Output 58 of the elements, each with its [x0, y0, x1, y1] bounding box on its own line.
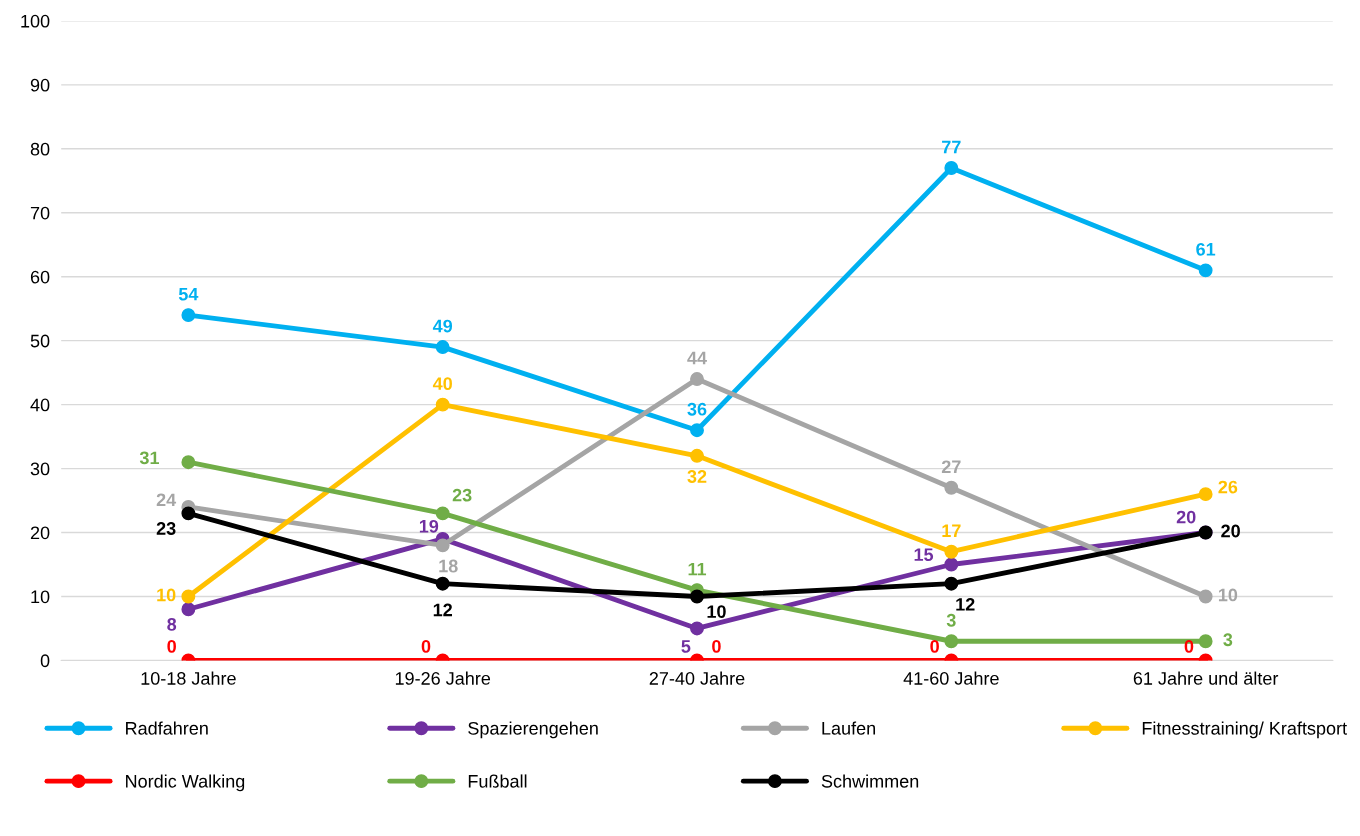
y-tick-label: 80: [30, 142, 50, 156]
data-label: 27: [941, 460, 961, 473]
y-tick-label: 30: [30, 462, 50, 476]
data-label: 77: [942, 140, 961, 154]
data-label: 12: [433, 603, 452, 617]
data-label: 0: [421, 640, 431, 653]
data-label: 10: [1218, 588, 1238, 602]
data-label: 61: [1196, 242, 1216, 256]
data-label: 0: [712, 640, 721, 653]
data-label: 15: [914, 548, 934, 562]
y-tick-label: 90: [30, 78, 50, 92]
data-label: 54: [178, 287, 199, 301]
data-label: 26: [1218, 480, 1238, 494]
data-label: 23: [156, 522, 176, 535]
data-label: 40: [432, 377, 452, 391]
legend-label: Nordic Walking: [126, 774, 245, 792]
data-label: 18: [439, 559, 458, 573]
x-tick-label: 41-60 Jahre: [903, 671, 999, 685]
data-label: 19: [419, 519, 439, 533]
x-tick-label: 27-40 Jahre: [649, 671, 745, 685]
data-label: 3: [1223, 633, 1233, 647]
y-tick-label: 60: [30, 270, 50, 284]
x-tick-label: 10-18 Jahre: [141, 671, 236, 685]
data-label: 3: [946, 613, 956, 627]
legend-label: Schwimmen: [821, 774, 919, 788]
y-tick-label: 100: [21, 14, 50, 28]
data-label: 32: [687, 470, 707, 483]
x-tick-label: 61 Jahre und älter: [1133, 671, 1279, 685]
data-label: 0: [1184, 640, 1194, 653]
legend-label: Spazierengehen: [468, 721, 598, 739]
legend-label: Fußball: [468, 774, 527, 788]
data-label: 12: [956, 597, 975, 611]
data-label: 11: [688, 562, 707, 576]
data-label: 36: [687, 402, 707, 416]
data-label: 24: [156, 493, 177, 507]
data-label: 5: [681, 640, 691, 653]
legend-label: Fitnesstraining/ Kraftsport: [1142, 721, 1347, 739]
data-label: 23: [452, 488, 472, 502]
data-label: 49: [432, 319, 453, 333]
data-label: 20: [1221, 524, 1240, 538]
data-label: 20: [1176, 510, 1196, 524]
legend-label: Radfahren: [126, 721, 208, 735]
y-tick-label: 40: [30, 398, 50, 412]
data-label: 0: [930, 640, 939, 653]
data-label: 8: [167, 618, 177, 631]
y-tick-label: 20: [30, 526, 50, 540]
data-label: 44: [687, 351, 707, 365]
y-tick-label: 70: [30, 206, 50, 220]
data-label: 10: [157, 588, 176, 602]
data-label: 10: [707, 605, 726, 618]
legend-label: Laufen: [822, 721, 876, 735]
data-label: 31: [139, 451, 160, 465]
data-label: 0: [167, 640, 176, 653]
data-label: 17: [942, 524, 961, 537]
y-tick-label: 50: [30, 334, 50, 348]
x-tick-label: 19-26 Jahre: [395, 671, 491, 685]
y-tick-label: 0: [40, 654, 50, 668]
y-tick-label: 10: [31, 590, 50, 604]
